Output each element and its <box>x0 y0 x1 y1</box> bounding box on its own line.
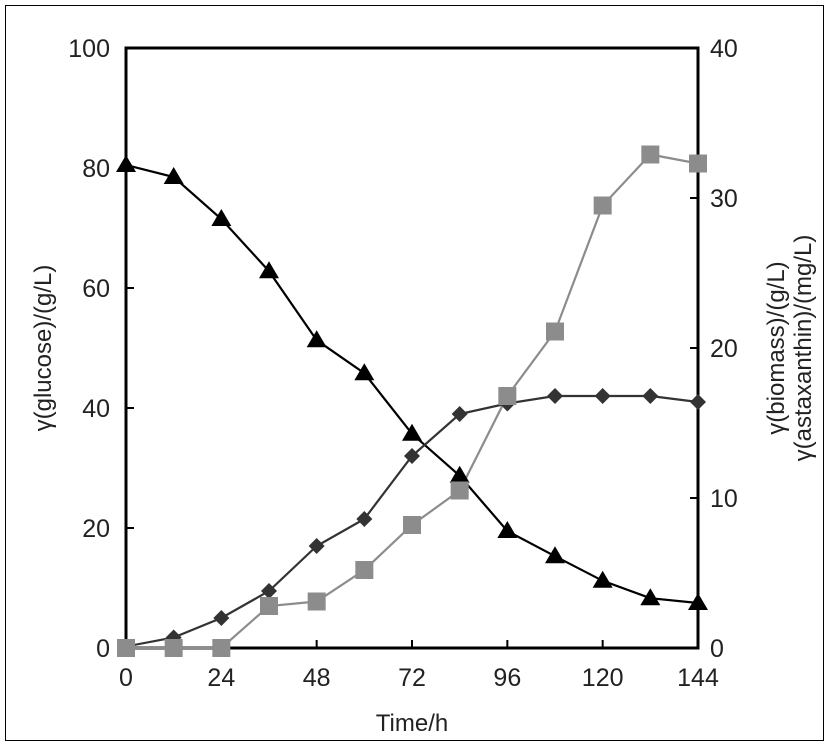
y-right-tick-label: 40 <box>710 35 738 63</box>
astaxanthin-point <box>164 639 183 657</box>
y-left-tick-label: 80 <box>82 155 110 183</box>
y-right-axis-title-astaxanthin: γ(astaxanthin)/(mg/L) <box>790 235 817 462</box>
series-layer <box>116 145 708 657</box>
glucose-point <box>497 521 518 538</box>
y-right-tick-label: 20 <box>710 335 738 363</box>
x-tick-label: 144 <box>677 664 719 692</box>
glucose-point <box>402 423 422 441</box>
figure-frame <box>5 5 824 741</box>
glucose-point <box>116 155 136 172</box>
astaxanthin-point <box>641 145 660 164</box>
x-axis-title: Time/h <box>376 710 448 737</box>
astaxanthin-point <box>689 154 707 173</box>
axes <box>124 46 700 650</box>
y-left-tick-label: 60 <box>82 275 110 303</box>
y-right-tick-label: 30 <box>710 185 738 213</box>
glucose-point <box>592 570 613 588</box>
y-left-tick-label: 20 <box>82 515 110 543</box>
y-right-tick-label: 0 <box>710 635 724 663</box>
biomass-point <box>451 406 468 422</box>
biomass-point <box>261 583 277 599</box>
astaxanthin-point <box>546 322 564 341</box>
y-right-axis-title-biomass: γ(biomass)/(g/L) <box>763 261 790 434</box>
glucose-point <box>449 465 470 483</box>
x-tick-label: 120 <box>582 664 624 692</box>
astaxanthin-point <box>307 592 326 611</box>
glucose-point <box>688 593 708 610</box>
y-left-tick-label: 100 <box>68 35 110 63</box>
biomass-point <box>404 448 420 464</box>
biomass-point <box>594 388 611 404</box>
x-tick-label: 96 <box>493 664 521 692</box>
x-tick-label: 24 <box>207 664 235 692</box>
x-tick-label: 0 <box>119 664 133 692</box>
biomass-point <box>356 511 373 527</box>
astaxanthin-point <box>212 639 231 657</box>
astaxanthin-point <box>355 561 374 579</box>
glucose-point <box>354 363 375 381</box>
astaxanthin-point <box>450 481 469 500</box>
glucose-point <box>211 209 232 226</box>
astaxanthin-point <box>260 597 278 615</box>
y-right-tick-label: 10 <box>710 485 738 513</box>
y-left-tick-label: 0 <box>96 635 110 663</box>
biomass-point <box>308 538 325 554</box>
biomass-point <box>547 388 563 404</box>
biomass-point <box>213 610 230 626</box>
glucose-point <box>640 588 661 606</box>
biomass-point <box>690 394 706 410</box>
astaxanthin-point <box>498 387 517 405</box>
y-left-axis-title: γ(glucose)/(g/L) <box>30 265 57 432</box>
x-tick-label: 72 <box>398 664 426 692</box>
x-tick-label: 48 <box>303 664 331 692</box>
astaxanthin-line <box>126 153 699 650</box>
astaxanthin-point <box>117 639 135 657</box>
astaxanthin-point <box>403 516 421 534</box>
plot-area-border <box>124 46 700 650</box>
glucose-point <box>259 261 279 279</box>
astaxanthin-point <box>593 196 612 215</box>
y-left-tick-label: 40 <box>82 395 110 423</box>
glucose-point <box>306 330 327 348</box>
glucose-point <box>545 546 565 564</box>
biomass-point <box>642 388 659 404</box>
glucose-point <box>163 167 184 184</box>
glucose-line <box>125 163 699 605</box>
